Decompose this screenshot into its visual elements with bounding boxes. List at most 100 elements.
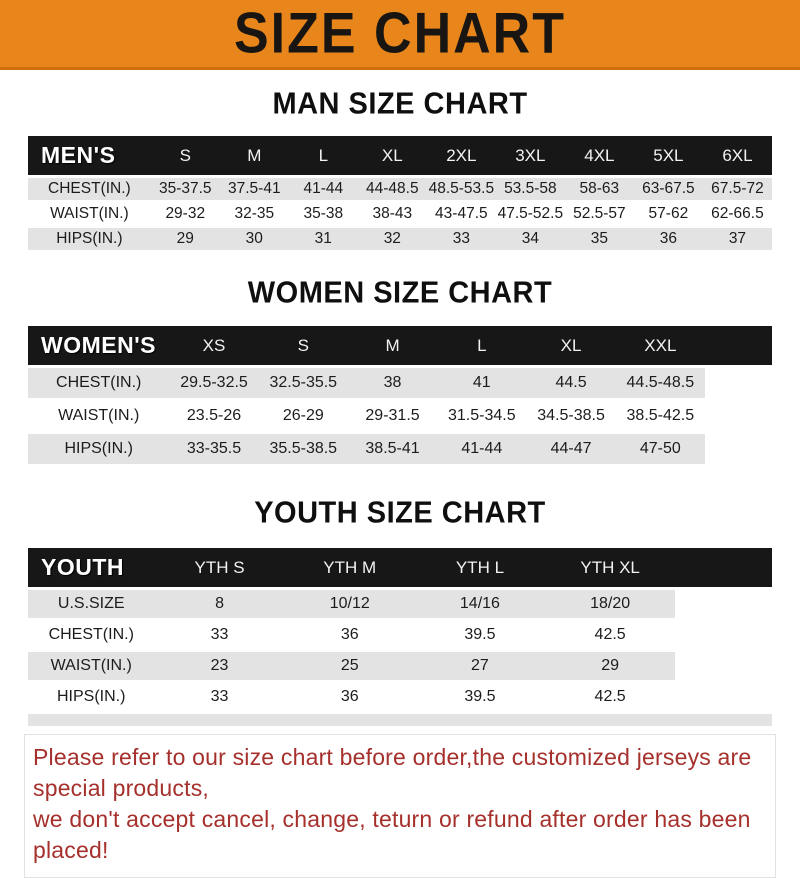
size-value-cell: 38	[347, 368, 438, 398]
measurement-row: HIPS(IN.) 29 30 31 32 33 34 35 36 37	[28, 228, 772, 250]
row-spacer	[675, 621, 772, 649]
measurement-row-label: HIPS(IN.)	[28, 683, 155, 711]
size-value-cell: 33	[154, 683, 285, 711]
section-women: WOMEN SIZE CHART WOMEN'S XS S M L XL XXL CHEST(…	[0, 276, 800, 467]
size-column-header: YTH L	[414, 548, 546, 587]
size-value-cell: 34	[495, 228, 565, 250]
women-section-heading: WOMEN SIZE CHART	[247, 276, 553, 310]
size-table-header-row: MEN'S S M L XL 2XL 3XL 4XL 5XL 6XL	[28, 136, 772, 175]
measurement-row: CHEST(IN.) 35-37.5 37.5-41 41-44 44-48.5 48.5…	[28, 178, 772, 200]
size-column-header: 3XL	[495, 136, 565, 175]
table-category-label: MEN'S	[28, 136, 151, 175]
measurement-row: HIPS(IN.) 33-35.5 35.5-38.5 38.5-41 41-44 44-…	[28, 434, 772, 464]
size-value-cell: 23.5-26	[169, 401, 259, 431]
size-value-cell: 35-38	[288, 203, 358, 225]
size-column-header: S	[150, 136, 220, 175]
size-value-cell: 26-29	[258, 401, 348, 431]
size-column-header: YTH XL	[545, 548, 676, 587]
size-value-cell: 42.5	[545, 683, 676, 711]
measurement-row-label: WAIST(IN.)	[28, 203, 151, 225]
women-size-table: WOMEN'S XS S M L XL XXL CHEST(IN.) 29.5-32.5 32.5…	[28, 323, 772, 467]
size-value-cell: 47-50	[615, 434, 705, 464]
size-value-cell: 33	[154, 621, 285, 649]
measurement-row: WAIST(IN.) 23 25 27 29	[28, 652, 772, 680]
size-column-header: XS	[169, 326, 259, 365]
table-category-label: YOUTH	[28, 548, 155, 587]
size-value-cell: 44-48.5	[357, 178, 427, 200]
row-spacer	[675, 590, 772, 618]
size-value-cell: 36	[284, 683, 415, 711]
row-spacer	[705, 368, 772, 398]
size-column-header: 5XL	[633, 136, 703, 175]
measurement-row: CHEST(IN.) 33 36 39.5 42.5	[28, 621, 772, 649]
row-spacer	[705, 434, 772, 464]
footer-line-2: we don't accept cancel, change, teturn o…	[33, 806, 751, 863]
size-column-header: XL	[357, 136, 427, 175]
size-value-cell: 31	[288, 228, 358, 250]
section-youth: YOUTH SIZE CHART YOUTH YTH S YTH M YTH L YTH…	[0, 496, 800, 726]
size-value-cell: 31.5-34.5	[437, 401, 527, 431]
size-value-cell: 10/12	[284, 590, 415, 618]
size-column-header: S	[258, 326, 348, 365]
size-value-cell: 14/16	[414, 590, 546, 618]
size-value-cell: 67.5-72	[702, 178, 772, 200]
size-value-cell: 44.5	[526, 368, 616, 398]
section-men: MAN SIZE CHART MEN'S S M L XL 2XL 3XL 4XL 5XL 6XL…	[0, 87, 800, 253]
size-column-header: 2XL	[426, 136, 496, 175]
size-value-cell: 62-66.5	[702, 203, 772, 225]
size-value-cell: 48.5-53.5	[426, 178, 496, 200]
size-value-cell: 39.5	[414, 621, 546, 649]
size-value-cell: 41	[437, 368, 527, 398]
size-column-header: YTH S	[154, 548, 285, 587]
size-value-cell: 32	[357, 228, 427, 250]
youth-table-bottom-strip	[28, 714, 772, 726]
size-column-header: 6XL	[702, 136, 772, 175]
size-value-cell: 34.5-38.5	[526, 401, 616, 431]
table-category-label: WOMEN'S	[28, 326, 170, 365]
size-value-cell: 29	[150, 228, 220, 250]
size-value-cell: 18/20	[545, 590, 676, 618]
measurement-row-label: WAIST(IN.)	[28, 401, 170, 431]
size-column-header: XL	[526, 326, 616, 365]
size-column-header: YTH M	[284, 548, 415, 587]
size-chart-banner: SIZE CHART	[0, 0, 800, 70]
size-value-cell: 27	[414, 652, 546, 680]
size-value-cell: 57-62	[633, 203, 703, 225]
size-value-cell: 30	[219, 228, 289, 250]
size-value-cell: 52.5-57	[564, 203, 634, 225]
size-value-cell: 37	[702, 228, 772, 250]
size-value-cell: 23	[154, 652, 285, 680]
size-value-cell: 35	[564, 228, 634, 250]
row-spacer	[675, 652, 772, 680]
measurement-row-label: CHEST(IN.)	[28, 621, 155, 649]
size-value-cell: 58-63	[564, 178, 634, 200]
measurement-row-label: U.S.SIZE	[28, 590, 155, 618]
measurement-row-label: WAIST(IN.)	[28, 652, 155, 680]
footer-disclaimer: Please refer to our size chart before or…	[24, 734, 776, 878]
size-value-cell: 29	[545, 652, 676, 680]
size-value-cell: 33-35.5	[169, 434, 259, 464]
size-value-cell: 53.5-58	[495, 178, 565, 200]
row-spacer	[705, 401, 772, 431]
header-spacer	[704, 326, 772, 365]
size-value-cell: 36	[633, 228, 703, 250]
row-spacer	[675, 683, 772, 711]
size-value-cell: 33	[426, 228, 496, 250]
footer-line-1: Please refer to our size chart before or…	[33, 744, 752, 801]
measurement-row-label: CHEST(IN.)	[28, 178, 151, 200]
size-value-cell: 36	[284, 621, 415, 649]
size-column-header: XXL	[615, 326, 705, 365]
size-table-header-row: WOMEN'S XS S M L XL XXL	[28, 326, 772, 365]
size-value-cell: 29-31.5	[347, 401, 438, 431]
size-column-header: L	[288, 136, 358, 175]
size-value-cell: 39.5	[414, 683, 546, 711]
size-value-cell: 35.5-38.5	[258, 434, 348, 464]
banner-title: SIZE CHART	[234, 1, 566, 66]
size-column-header: 4XL	[564, 136, 634, 175]
size-value-cell: 42.5	[545, 621, 676, 649]
men-size-table: MEN'S S M L XL 2XL 3XL 4XL 5XL 6XL CHEST(IN.) 35-37…	[28, 133, 772, 253]
size-value-cell: 63-67.5	[633, 178, 703, 200]
size-value-cell: 29-32	[150, 203, 220, 225]
size-value-cell: 32-35	[219, 203, 289, 225]
measurement-row-label: HIPS(IN.)	[28, 228, 151, 250]
